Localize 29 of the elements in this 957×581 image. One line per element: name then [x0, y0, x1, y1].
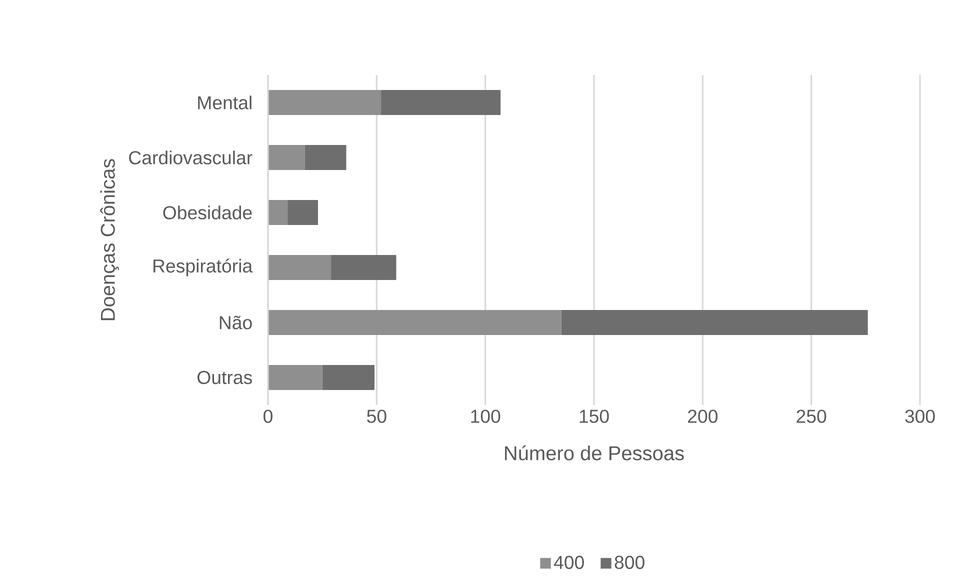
bar — [268, 145, 305, 170]
x-tick-label: 0 — [264, 410, 272, 423]
y-tick-label: Respiratória — [154, 258, 253, 276]
bar — [304, 145, 346, 170]
y-tick-label: Obesidade — [163, 206, 252, 220]
y-tick-label: Não — [220, 316, 252, 330]
bar — [561, 310, 868, 335]
x-tick-label: 200 — [688, 410, 718, 423]
bar — [268, 364, 322, 390]
x-axis-title: Número de Pessoas — [505, 445, 684, 460]
bar — [268, 255, 332, 280]
legend-label: 400 — [554, 556, 584, 570]
x-tick-label: 150 — [580, 410, 609, 423]
bar — [331, 255, 396, 280]
x-tick-label: 250 — [796, 410, 826, 423]
y-tick-label: Cardiovascular — [129, 150, 252, 164]
x-tick-label: 100 — [471, 410, 500, 423]
bar — [268, 200, 288, 225]
bar — [268, 90, 382, 115]
bar — [322, 364, 374, 390]
bar — [268, 310, 562, 335]
bar — [288, 200, 318, 225]
legend-label: 800 — [614, 556, 644, 570]
y-axis-title: Doenças Crônicas — [100, 159, 119, 320]
y-tick-label: Mental — [198, 96, 252, 110]
x-tick-label: 50 — [367, 410, 386, 423]
y-tick-label: Outras — [197, 370, 252, 384]
bar — [381, 90, 501, 115]
x-tick-label: 300 — [905, 410, 935, 423]
